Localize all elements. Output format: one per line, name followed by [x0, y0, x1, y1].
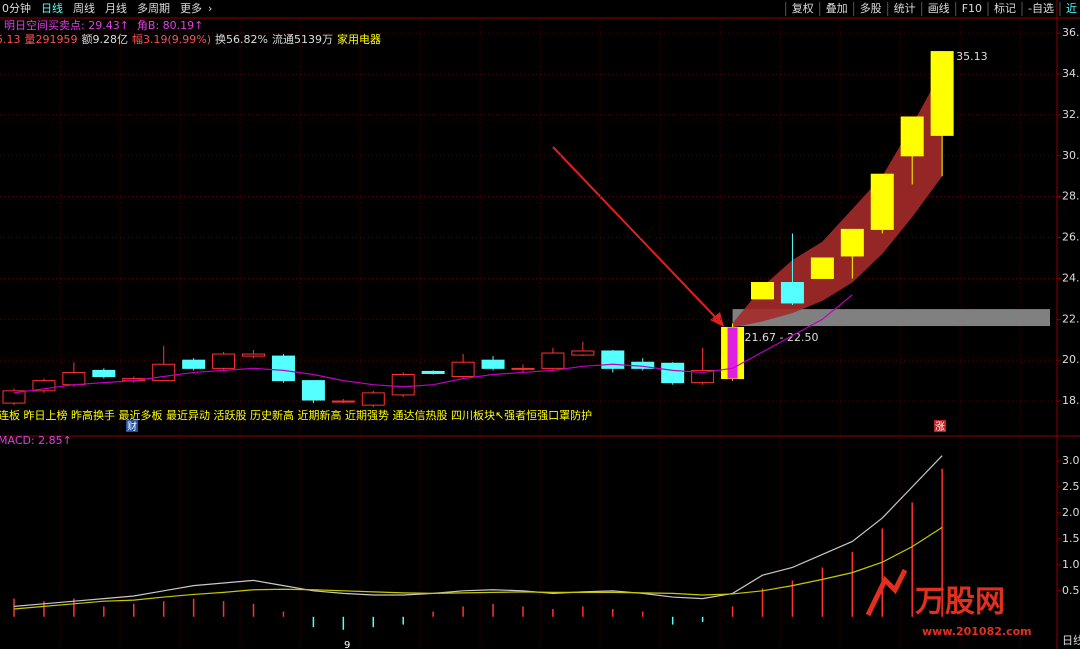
candle-body	[212, 353, 236, 369]
quote-text: 5.13	[0, 33, 21, 46]
badge-bg	[126, 420, 138, 432]
candle-body	[62, 371, 86, 386]
badge: 财	[127, 420, 137, 433]
candle-body	[451, 361, 475, 378]
limit-up-core	[727, 327, 738, 379]
indicator-text: 角B: 80.19↑	[137, 19, 203, 32]
candle-body	[481, 359, 505, 369]
y-tick-label: 30.0	[1062, 149, 1080, 162]
toolbar-button[interactable]: 近	[1066, 2, 1077, 15]
candle-body	[32, 380, 56, 392]
y-tick-label: 26.0	[1062, 231, 1080, 244]
period-label: 日线	[1062, 633, 1080, 647]
plot: 明日空间买卖点: 29.43↑ 角B: 80.19↑ 5.13 量291959 额9.2…	[0, 18, 1080, 630]
y-tick-label: 3.0	[1062, 454, 1080, 467]
candle-body	[810, 257, 834, 279]
quote-text: 额9.28亿	[82, 33, 129, 46]
ma-line	[13, 294, 853, 394]
y-tick-label: 32.0	[1062, 108, 1080, 121]
forecast-band	[732, 69, 943, 328]
toolbar-button[interactable]: 统计	[894, 2, 916, 15]
y-tick-label: 1.5	[1062, 532, 1080, 545]
toolbar-button[interactable]: 标记	[994, 1, 1016, 15]
max-label: 35.13	[956, 50, 988, 63]
candle-body	[870, 173, 894, 230]
candle-body	[331, 400, 355, 403]
y-tick-label: 22.0	[1062, 312, 1080, 325]
quote-text: 家用电器	[337, 32, 381, 46]
candle-body	[691, 369, 715, 384]
candle-body	[751, 282, 774, 300]
watermark-url: www.201082.com	[922, 625, 1032, 638]
candle-body	[301, 380, 325, 401]
toolbar-button[interactable]: 多股	[860, 1, 882, 15]
candle-body	[541, 352, 565, 369]
toolbar-tab[interactable]: 0分钟	[2, 1, 31, 15]
quote-text: 幅3.19(9.99%)	[132, 33, 211, 46]
watermark-title: 万股网	[915, 585, 1005, 620]
toolbar-button[interactable]: 叠加	[826, 2, 848, 15]
candle-body	[780, 282, 804, 304]
candle-body	[900, 116, 924, 157]
candle-body	[601, 350, 625, 369]
badge: 涨	[935, 421, 945, 433]
toolbar-tab[interactable]: 更多	[180, 1, 202, 15]
y-tick-label: 2.0	[1062, 506, 1080, 519]
price-zone	[732, 309, 1050, 327]
x-marker: 9	[344, 640, 350, 649]
candle-body	[182, 359, 206, 369]
quote-text: 量291959	[25, 33, 78, 46]
badge-bg	[934, 420, 946, 432]
toolbar-button[interactable]: -自选	[1028, 2, 1054, 15]
candle-body	[152, 363, 176, 382]
toolbar-tab[interactable]: 多周期	[137, 1, 170, 15]
toolbar-chevron: ›	[208, 2, 212, 15]
candle-body	[840, 228, 864, 257]
y-tick-label: 0.5	[1062, 584, 1080, 597]
y-tick-label: 18.0	[1062, 394, 1080, 407]
y-tick-label: 2.5	[1062, 480, 1080, 493]
candle-body	[242, 353, 266, 357]
y-tick-label: 34.0	[1062, 67, 1080, 80]
quote-text: 换56.82%	[215, 32, 268, 46]
indicator-text: 明日空间买卖点: 29.43↑	[4, 18, 129, 32]
y-tick-label: 24.0	[1062, 271, 1080, 284]
candle-body	[511, 367, 535, 370]
candle-body	[421, 370, 445, 374]
candle-body	[391, 373, 415, 396]
toolbar-button[interactable]: 画线	[928, 1, 950, 15]
dif-line	[13, 455, 943, 607]
candle-body	[661, 362, 685, 384]
concept-tags: 连板 昨日上榜 昨高换手 最近多板 最近异动 活跃股 历史新高 近期新高 近期强…	[0, 408, 592, 422]
candle-body	[930, 51, 954, 136]
arrow	[552, 146, 719, 321]
candle-body	[2, 390, 26, 404]
toolbar-tab[interactable]: 日线	[41, 1, 63, 15]
toolbar-tab[interactable]: 周线	[73, 1, 95, 15]
y-tick-label: 20.0	[1062, 353, 1080, 366]
y-tick-label: 28.0	[1062, 190, 1080, 203]
quote-text: 流通5139万	[272, 32, 333, 46]
candle-body	[92, 369, 116, 378]
y-tick-label: 1.0	[1062, 558, 1080, 571]
candle-body	[361, 392, 385, 406]
candle-body	[571, 350, 595, 356]
dea-line	[13, 526, 943, 610]
toolbar-button[interactable]: 复权	[792, 1, 814, 15]
toolbar-tab[interactable]: 月线	[105, 1, 127, 15]
candle-body	[271, 355, 295, 382]
y-tick-label: 36.0	[1062, 26, 1080, 39]
toolbar-button[interactable]: F10	[962, 2, 982, 15]
indicator-title: MACD: 2.85↑	[0, 434, 72, 447]
zone-label: 21.67 - 22.50	[745, 331, 819, 344]
watermark-logo	[865, 568, 908, 617]
